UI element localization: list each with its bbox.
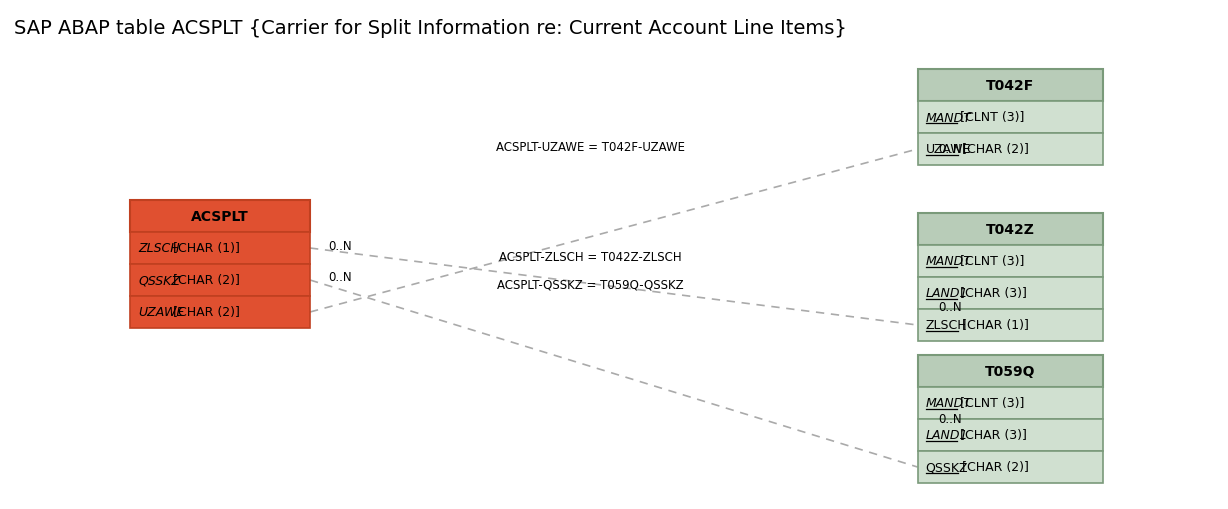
Text: [CHAR (2)]: [CHAR (2)] bbox=[958, 461, 1029, 473]
Text: MANDT: MANDT bbox=[926, 255, 971, 268]
Text: 0..N: 0..N bbox=[938, 143, 962, 156]
Text: ACSPLT: ACSPLT bbox=[192, 210, 249, 223]
FancyBboxPatch shape bbox=[917, 387, 1103, 419]
Text: [CHAR (2)]: [CHAR (2)] bbox=[958, 143, 1029, 156]
FancyBboxPatch shape bbox=[130, 296, 309, 328]
FancyBboxPatch shape bbox=[917, 134, 1103, 165]
Text: [CHAR (2)]: [CHAR (2)] bbox=[169, 274, 239, 287]
Text: 0..N: 0..N bbox=[938, 301, 962, 314]
FancyBboxPatch shape bbox=[917, 419, 1103, 451]
FancyBboxPatch shape bbox=[917, 214, 1103, 245]
Text: T059Q: T059Q bbox=[985, 364, 1035, 378]
Text: ACSPLT-ZLSCH = T042Z-ZLSCH: ACSPLT-ZLSCH = T042Z-ZLSCH bbox=[499, 251, 682, 264]
Text: [CLNT (3)]: [CLNT (3)] bbox=[957, 397, 1025, 410]
FancyBboxPatch shape bbox=[917, 245, 1103, 277]
Text: [CHAR (1)]: [CHAR (1)] bbox=[169, 242, 239, 255]
Text: ZLSCH: ZLSCH bbox=[926, 319, 968, 332]
FancyBboxPatch shape bbox=[917, 309, 1103, 342]
Text: 0..N: 0..N bbox=[938, 413, 962, 426]
Text: UZAWE: UZAWE bbox=[138, 306, 184, 319]
Text: [CHAR (3)]: [CHAR (3)] bbox=[957, 429, 1028, 442]
Text: T042F: T042F bbox=[986, 79, 1034, 93]
FancyBboxPatch shape bbox=[130, 233, 309, 265]
Text: MANDT: MANDT bbox=[926, 111, 971, 124]
FancyBboxPatch shape bbox=[917, 451, 1103, 483]
FancyBboxPatch shape bbox=[917, 70, 1103, 102]
Text: UZAWE: UZAWE bbox=[926, 143, 971, 156]
Text: QSSKZ: QSSKZ bbox=[138, 274, 181, 287]
Text: 0..N: 0..N bbox=[328, 240, 351, 253]
Text: SAP ABAP table ACSPLT {Carrier for Split Information re: Current Account Line It: SAP ABAP table ACSPLT {Carrier for Split… bbox=[14, 18, 847, 38]
Text: [CHAR (1)]: [CHAR (1)] bbox=[958, 319, 1029, 332]
Text: QSSKZ: QSSKZ bbox=[926, 461, 968, 473]
Text: [CHAR (2)]: [CHAR (2)] bbox=[169, 306, 239, 319]
Text: [CLNT (3)]: [CLNT (3)] bbox=[957, 111, 1025, 124]
Text: ZLSCH: ZLSCH bbox=[138, 242, 179, 255]
Text: ACSPLT-UZAWE = T042F-UZAWE: ACSPLT-UZAWE = T042F-UZAWE bbox=[496, 141, 684, 154]
Text: 0..N: 0..N bbox=[328, 271, 351, 284]
Text: LAND1: LAND1 bbox=[926, 287, 968, 300]
Text: ACSPLT-QSSKZ = T059Q-QSSKZ: ACSPLT-QSSKZ = T059Q-QSSKZ bbox=[496, 278, 683, 291]
Text: [CLNT (3)]: [CLNT (3)] bbox=[957, 255, 1025, 268]
FancyBboxPatch shape bbox=[917, 102, 1103, 134]
FancyBboxPatch shape bbox=[130, 201, 309, 233]
Text: MANDT: MANDT bbox=[926, 397, 971, 410]
FancyBboxPatch shape bbox=[130, 265, 309, 296]
Text: T042Z: T042Z bbox=[986, 222, 1034, 237]
Text: LAND1: LAND1 bbox=[926, 429, 968, 442]
Text: [CHAR (3)]: [CHAR (3)] bbox=[957, 287, 1028, 300]
FancyBboxPatch shape bbox=[917, 277, 1103, 309]
FancyBboxPatch shape bbox=[917, 355, 1103, 387]
